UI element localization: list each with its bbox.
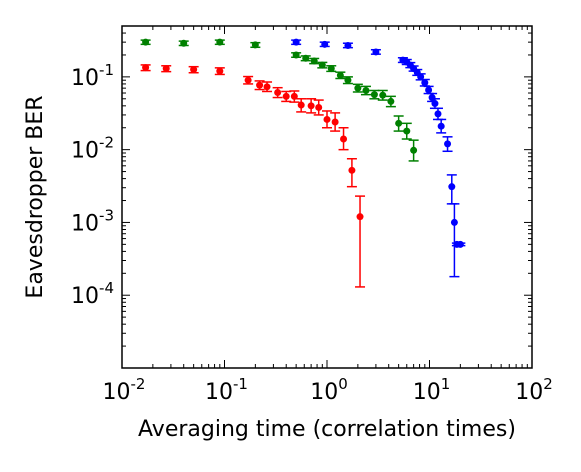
x-tick-label: 101 xyxy=(413,375,451,405)
data-point xyxy=(251,41,259,49)
data-point xyxy=(297,101,305,109)
data-point xyxy=(180,39,188,47)
data-point xyxy=(344,41,352,49)
x-tick-label: 10-2 xyxy=(103,375,146,405)
y-tick-label: 10-3 xyxy=(71,206,114,236)
data-point xyxy=(310,57,318,65)
data-point xyxy=(340,135,348,143)
data-point xyxy=(456,240,464,248)
data-point xyxy=(344,76,352,84)
data-point xyxy=(263,83,271,91)
data-point xyxy=(410,146,418,154)
y-tick-label: 10-1 xyxy=(71,61,114,91)
data-point xyxy=(348,166,356,174)
data-point xyxy=(142,64,150,72)
data-marks xyxy=(140,38,466,288)
data-point xyxy=(244,76,252,84)
data-point xyxy=(315,103,323,111)
data-point xyxy=(331,118,339,126)
data-point xyxy=(274,88,282,96)
series-3 xyxy=(291,38,466,278)
y-tick-label: 10-2 xyxy=(71,134,114,164)
data-point xyxy=(292,38,300,46)
data-point xyxy=(372,48,380,56)
data-point xyxy=(292,51,300,59)
data-point xyxy=(142,38,150,46)
data-point xyxy=(387,97,395,105)
x-tick-label: 100 xyxy=(310,375,348,405)
data-point xyxy=(431,100,439,108)
data-point xyxy=(256,81,264,89)
x-tick-label: 102 xyxy=(515,375,553,405)
data-point xyxy=(434,110,442,118)
data-point xyxy=(425,86,433,94)
data-point xyxy=(318,61,326,69)
data-point xyxy=(379,91,387,99)
data-point xyxy=(421,79,429,87)
data-point xyxy=(216,38,224,46)
data-point xyxy=(448,183,456,191)
data-point xyxy=(216,67,224,75)
data-point xyxy=(356,213,364,221)
series-2 xyxy=(140,38,419,162)
data-point xyxy=(321,40,329,48)
data-point xyxy=(190,66,198,74)
data-point xyxy=(323,115,331,123)
data-point xyxy=(307,102,315,110)
series-1 xyxy=(140,64,366,288)
y-axis-label: Eavesdropper BER xyxy=(23,95,48,298)
data-point xyxy=(162,65,170,73)
data-point xyxy=(417,73,425,81)
data-point xyxy=(336,71,344,79)
data-point xyxy=(302,54,310,62)
x-axis-label: Averaging time (correlation times) xyxy=(138,417,516,442)
data-point xyxy=(290,92,298,100)
axes: 10-2 10-1 100 101 102 10-1 10-2 10-3 10-4 xyxy=(71,25,553,405)
data-point xyxy=(327,65,335,73)
data-point xyxy=(362,86,370,94)
data-point xyxy=(403,127,411,135)
data-point xyxy=(450,218,458,226)
data-point xyxy=(437,122,445,130)
x-tick-label: 10-1 xyxy=(205,375,248,405)
y-tick-label: 10-4 xyxy=(71,279,114,309)
data-point xyxy=(395,119,403,127)
data-point xyxy=(354,84,362,92)
data-point xyxy=(444,140,452,148)
data-point xyxy=(370,91,378,99)
data-point xyxy=(282,92,290,100)
